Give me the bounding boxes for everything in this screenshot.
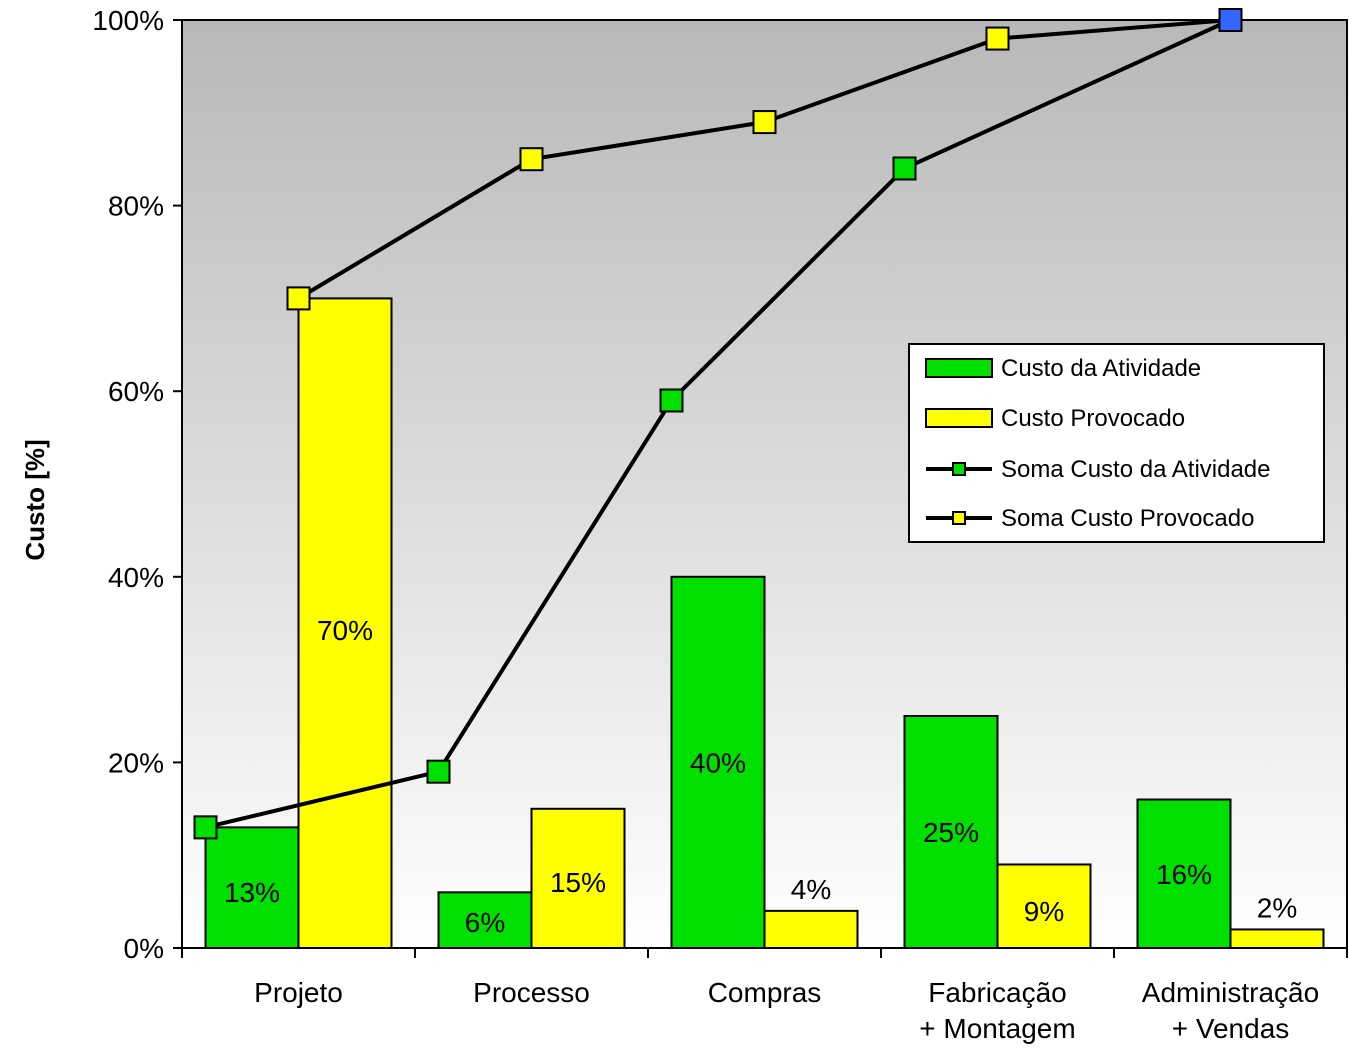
legend-marker-3 bbox=[952, 511, 966, 525]
bar-provoked-1 bbox=[530, 807, 626, 949]
bars-group bbox=[204, 297, 1325, 950]
data-label-activity-2: 40% bbox=[690, 747, 746, 778]
data-labels-group: 13% 6% 40% 25% 16% 70% 15% 4% 9% 2% bbox=[224, 615, 1297, 938]
bar-provoked-4 bbox=[1229, 928, 1325, 950]
marker-activity-0 bbox=[193, 815, 218, 840]
data-label-provoked-0: 70% bbox=[317, 615, 373, 646]
legend-swatch-1 bbox=[925, 408, 993, 428]
y-tick-label-4: 80% bbox=[108, 191, 164, 222]
y-tick-label-3: 60% bbox=[108, 376, 164, 407]
bar-provoked-2 bbox=[763, 909, 859, 950]
y-axis-title: Custo [%] bbox=[20, 439, 50, 560]
y-tick-label-2: 40% bbox=[108, 562, 164, 593]
legend-label-1: Custo Provocado bbox=[1001, 405, 1185, 432]
marker-provoked-4 bbox=[1218, 8, 1243, 32]
data-label-provoked-2: 4% bbox=[791, 874, 831, 905]
data-label-activity-3: 25% bbox=[923, 817, 979, 848]
bar-activity-4 bbox=[1136, 798, 1232, 950]
data-label-activity-4: 16% bbox=[1156, 859, 1212, 890]
legend-swatch-0 bbox=[925, 358, 993, 378]
data-label-provoked-4: 2% bbox=[1257, 892, 1297, 923]
data-label-provoked-3: 9% bbox=[1024, 896, 1064, 927]
data-label-activity-0: 13% bbox=[224, 877, 280, 908]
marker-activity-2 bbox=[659, 388, 684, 413]
marker-provoked-1 bbox=[519, 147, 544, 172]
marker-provoked-0 bbox=[286, 286, 311, 311]
x-category-label-3-1: + Montagem bbox=[919, 1013, 1075, 1044]
lines-group bbox=[193, 8, 1243, 840]
legend-label-0: Custo da Atividade bbox=[1001, 355, 1201, 382]
legend: Custo da Atividade Custo Provocado Soma Cu… bbox=[908, 343, 1325, 543]
x-category-label-2-0: Compras bbox=[708, 977, 822, 1008]
bar-activity-2 bbox=[670, 575, 766, 949]
y-tick-label-0: 0% bbox=[124, 933, 164, 964]
x-category-label-4-0: Administração bbox=[1142, 977, 1319, 1008]
x-category-label-0-0: Projeto bbox=[254, 977, 343, 1008]
marker-provoked-3 bbox=[985, 26, 1010, 51]
y-tick-label-5: 100% bbox=[92, 5, 164, 36]
marker-provoked-2 bbox=[752, 110, 777, 135]
x-category-label-4-1: + Vendas bbox=[1172, 1013, 1290, 1044]
y-tick-label-1: 20% bbox=[108, 747, 164, 778]
legend-label-3: Soma Custo Provocado bbox=[1001, 505, 1254, 532]
legend-marker-2 bbox=[952, 462, 966, 476]
x-category-label-1-0: Processo bbox=[473, 977, 590, 1008]
marker-activity-1 bbox=[426, 759, 451, 784]
bar-activity-3 bbox=[903, 715, 999, 949]
bar-activity-1 bbox=[437, 891, 533, 950]
x-category-label-3-0: Fabricação bbox=[928, 977, 1067, 1008]
data-label-provoked-1: 15% bbox=[550, 867, 606, 898]
legend-label-2: Soma Custo da Atividade bbox=[1001, 456, 1271, 483]
marker-activity-3 bbox=[892, 156, 917, 181]
bar-provoked-0 bbox=[297, 297, 393, 949]
bar-provoked-3 bbox=[996, 863, 1092, 949]
data-label-activity-1: 6% bbox=[465, 907, 505, 938]
bar-activity-0 bbox=[204, 826, 300, 949]
axes-group: 0% 20% 40% 60% 80% 100% Projeto Processo Compras… bbox=[92, 5, 1348, 1044]
